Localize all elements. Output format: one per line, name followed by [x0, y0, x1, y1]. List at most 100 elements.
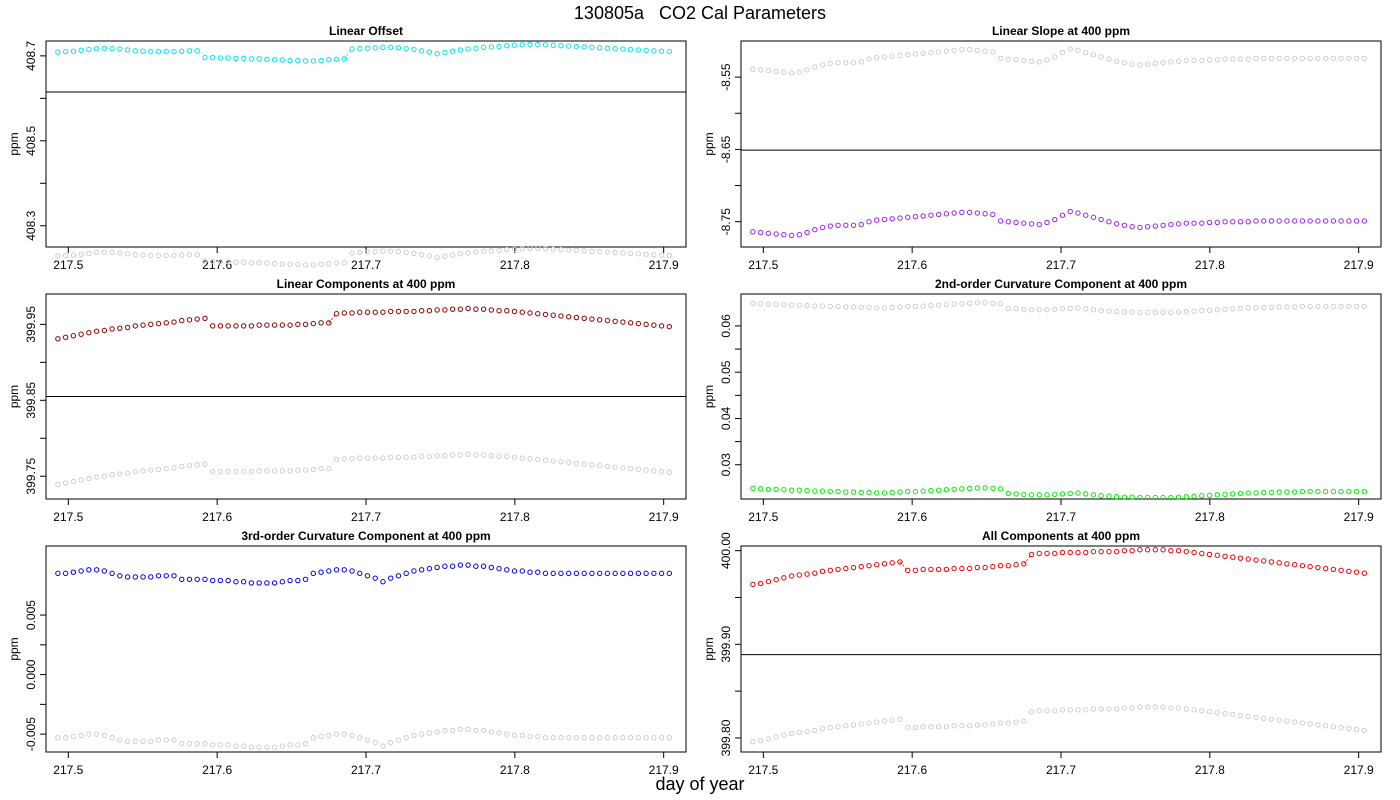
grey-data-point [171, 465, 177, 471]
grey-data-point [990, 49, 996, 55]
y-tick-label: 399.80 [719, 719, 733, 756]
grey-data-point [117, 471, 123, 477]
data-point [411, 46, 417, 53]
grey-data-point [835, 60, 841, 66]
data-point [504, 567, 510, 573]
grey-data-point [411, 454, 417, 460]
grey-data-point [936, 724, 942, 730]
grey-data-point [1044, 708, 1050, 714]
grey-data-point [109, 735, 115, 741]
data-point [1276, 489, 1282, 495]
grey-data-point [835, 724, 841, 730]
grey-data-point [70, 478, 77, 485]
grey-data-point [264, 468, 270, 474]
grey-data-point [1013, 57, 1019, 63]
data-point [1214, 219, 1220, 226]
data-point [341, 567, 347, 573]
grey-data-point [101, 473, 107, 479]
data-point [302, 321, 309, 328]
data-point [333, 567, 340, 573]
y-tick-label: 0.06 [719, 314, 733, 338]
grey-data-point [643, 735, 649, 741]
data-point [256, 56, 262, 62]
x-tick-label: 217.7 [1046, 258, 1076, 272]
grey-data-point [511, 454, 518, 460]
grey-data-point [1237, 305, 1244, 311]
x-tick-label: 217.7 [351, 510, 381, 524]
grey-data-point [858, 721, 864, 727]
data-point [1160, 547, 1166, 553]
grey-data-point [974, 300, 981, 306]
grey-data-point [1261, 304, 1267, 311]
y-tick-label: 0.04 [719, 406, 733, 430]
data-point [1353, 569, 1360, 575]
grey-data-point [1338, 55, 1344, 61]
data-point [558, 570, 564, 577]
data-point [372, 309, 378, 315]
data-point [781, 487, 787, 493]
grey-data-point [186, 251, 193, 258]
data-point [850, 222, 857, 229]
data-point [819, 488, 826, 494]
data-point [1098, 493, 1104, 499]
data-point [287, 577, 293, 584]
data-point [1083, 212, 1089, 218]
data-point [124, 47, 131, 53]
data-point [990, 485, 996, 492]
data-point [418, 48, 425, 54]
data-point [804, 487, 810, 494]
grey-data-point [920, 50, 926, 56]
data-point [202, 315, 208, 321]
grey-data-point [124, 738, 131, 744]
data-point [935, 487, 942, 493]
y-axis-label: ppm [702, 637, 716, 660]
grey-data-point [279, 743, 286, 749]
grey-data-point [959, 723, 965, 729]
data-point [1322, 488, 1329, 495]
data-point [889, 489, 895, 496]
grey-data-point [86, 475, 92, 482]
data-point [1175, 547, 1182, 554]
data-point [1206, 492, 1213, 498]
grey-data-point [889, 53, 895, 59]
grey-data-point [974, 722, 981, 728]
data-point [997, 562, 1004, 569]
grey-data-point [812, 727, 818, 734]
grey-data-point [194, 741, 200, 747]
data-point [658, 570, 665, 577]
grey-data-point [109, 249, 115, 256]
data-point [566, 314, 572, 320]
grey-data-point [928, 724, 934, 730]
data-point [1137, 224, 1143, 231]
x-tick-label: 217.5 [748, 510, 778, 524]
data-point [411, 568, 417, 574]
data-point [635, 47, 642, 53]
grey-data-point [1052, 708, 1058, 714]
grey-data-point [750, 300, 756, 306]
x-tick-label: 217.8 [1195, 763, 1225, 777]
x-tick-label: 217.8 [500, 510, 530, 524]
data-point [1346, 568, 1352, 574]
data-point [496, 43, 502, 50]
grey-data-point [843, 304, 849, 310]
data-point [1230, 491, 1236, 497]
data-point [781, 575, 787, 581]
grey-data-point [959, 47, 965, 53]
grey-data-point [1083, 707, 1089, 713]
data-point [357, 570, 363, 577]
data-point [163, 48, 169, 55]
grey-data-point [225, 742, 231, 748]
grey-data-point [1021, 718, 1027, 724]
grey-data-point [866, 304, 872, 311]
grey-data-point [566, 247, 572, 253]
data-point [620, 46, 626, 52]
grey-data-point [982, 722, 988, 728]
data-point [1021, 561, 1027, 567]
grey-data-point [117, 737, 123, 743]
data-point [132, 323, 139, 329]
data-point [341, 310, 347, 316]
grey-data-point [597, 249, 603, 255]
grey-data-point [1013, 306, 1019, 312]
data-point [1222, 553, 1228, 559]
data-point [827, 488, 834, 495]
